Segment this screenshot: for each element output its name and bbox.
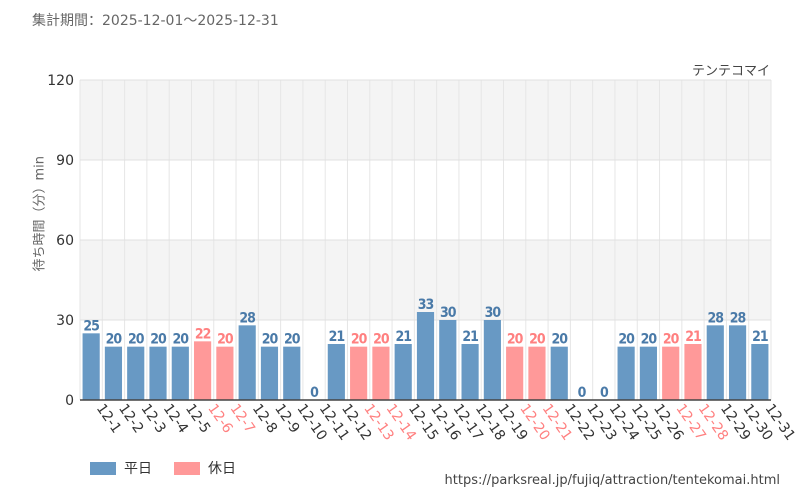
bar-value-label: 20 bbox=[150, 332, 167, 348]
bar-value-label: 21 bbox=[462, 329, 478, 345]
bar-labels: 25 20 20 20 20 22 20 28 20 20 0 21 20 20 21 33 30 21 30 20 2… bbox=[83, 297, 768, 401]
bar-value-label: 21 bbox=[395, 329, 411, 345]
bar-value-label: 25 bbox=[83, 318, 99, 334]
chart-band bbox=[80, 80, 771, 160]
legend-item-weekday: 平日 bbox=[90, 458, 152, 478]
bar-value-label: 21 bbox=[685, 329, 701, 345]
bar-value-label: 20 bbox=[529, 332, 546, 348]
bar-12-6 bbox=[194, 341, 212, 400]
bar-12-25 bbox=[617, 346, 635, 400]
attraction-name: テンテコマイ bbox=[691, 64, 770, 79]
bar-value-label: 20 bbox=[284, 332, 301, 348]
bar-value-label: 28 bbox=[239, 310, 255, 326]
bar-12-5 bbox=[171, 346, 189, 400]
bar-value-label: 20 bbox=[618, 332, 635, 348]
bar-value-label: 0 bbox=[600, 385, 609, 401]
bar-12-10 bbox=[283, 346, 301, 400]
bar-value-label: 20 bbox=[128, 332, 145, 348]
bar-value-label: 20 bbox=[173, 332, 190, 348]
bar-12-21 bbox=[528, 346, 546, 400]
chart-band bbox=[80, 160, 771, 240]
bar-12-12 bbox=[327, 344, 345, 400]
bar-12-30 bbox=[728, 325, 747, 400]
legend-label-holiday: 休日 bbox=[208, 461, 236, 477]
bar-12-26 bbox=[639, 346, 657, 400]
bar-value-label: 28 bbox=[708, 310, 724, 326]
bar-12-8 bbox=[238, 325, 256, 400]
bar-value-label: 33 bbox=[418, 297, 434, 313]
bar-12-17 bbox=[439, 320, 457, 400]
bar-value-label: 21 bbox=[329, 329, 345, 345]
bar-12-28 bbox=[684, 344, 702, 400]
y-tick-label: 30 bbox=[56, 313, 74, 329]
bar-value-label: 20 bbox=[106, 332, 123, 348]
bar-12-16 bbox=[416, 312, 435, 400]
bar-value-label: 20 bbox=[217, 332, 234, 348]
bar-value-label: 30 bbox=[440, 305, 457, 321]
bar-12-20 bbox=[506, 346, 524, 400]
bar-value-label: 0 bbox=[310, 385, 319, 401]
bar-value-label: 20 bbox=[641, 332, 658, 348]
period-label: 集計期間：2025-12-01～2025-12-31 bbox=[32, 13, 279, 29]
bar-value-label: 20 bbox=[551, 332, 568, 348]
bar-value-label: 20 bbox=[507, 332, 524, 348]
bar-12-1 bbox=[82, 333, 100, 400]
bar-12-9 bbox=[260, 346, 279, 400]
legend: 平日 休日 bbox=[90, 458, 236, 478]
legend-label-weekday: 平日 bbox=[124, 461, 152, 477]
bar-12-19 bbox=[483, 320, 501, 400]
bar-12-22 bbox=[550, 346, 568, 400]
legend-swatch-holiday bbox=[174, 461, 200, 475]
y-tick-label: 0 bbox=[65, 393, 74, 409]
y-ticks: 0 30 60 90 120 bbox=[47, 73, 74, 409]
bar-value-label: 22 bbox=[195, 326, 211, 342]
bar-value-label: 20 bbox=[351, 332, 368, 348]
source-url: https://parksreal.jp/fujiq/attraction/te… bbox=[444, 473, 780, 488]
chart-band bbox=[80, 240, 771, 320]
bar-12-29 bbox=[706, 325, 724, 400]
bar-12-13 bbox=[350, 346, 368, 400]
bar-value-label: 21 bbox=[752, 329, 768, 345]
bar-12-31 bbox=[751, 344, 769, 400]
bar-12-4 bbox=[149, 346, 167, 400]
bars bbox=[82, 312, 769, 400]
y-tick-label: 90 bbox=[56, 153, 74, 169]
legend-swatch-weekday bbox=[90, 461, 116, 475]
y-tick-label: 120 bbox=[47, 73, 74, 89]
bar-12-18 bbox=[461, 344, 479, 400]
legend-item-holiday: 休日 bbox=[174, 458, 236, 478]
x-ticks: 12-112-212-312-412-512-612-712-812-912-1… bbox=[93, 401, 798, 444]
bar-12-7 bbox=[216, 346, 234, 400]
bar-value-label: 20 bbox=[663, 332, 680, 348]
bar-value-label: 20 bbox=[373, 332, 390, 348]
wait-time-chart: 0 30 60 90 120 25 20 20 20 20 22 20 28 20 20 0 21 20 20 21… bbox=[47, 73, 798, 444]
bar-value-label: 28 bbox=[730, 310, 746, 326]
bar-12-14 bbox=[372, 346, 390, 400]
bar-12-15 bbox=[394, 344, 412, 400]
bar-12-3 bbox=[127, 346, 145, 400]
bar-value-label: 0 bbox=[578, 385, 587, 401]
bar-value-label: 20 bbox=[262, 332, 279, 348]
bar-value-label: 30 bbox=[485, 305, 502, 321]
y-tick-label: 60 bbox=[56, 233, 74, 249]
bar-12-27 bbox=[662, 346, 680, 400]
bar-12-2 bbox=[104, 346, 123, 400]
chart-grid bbox=[79, 79, 772, 401]
